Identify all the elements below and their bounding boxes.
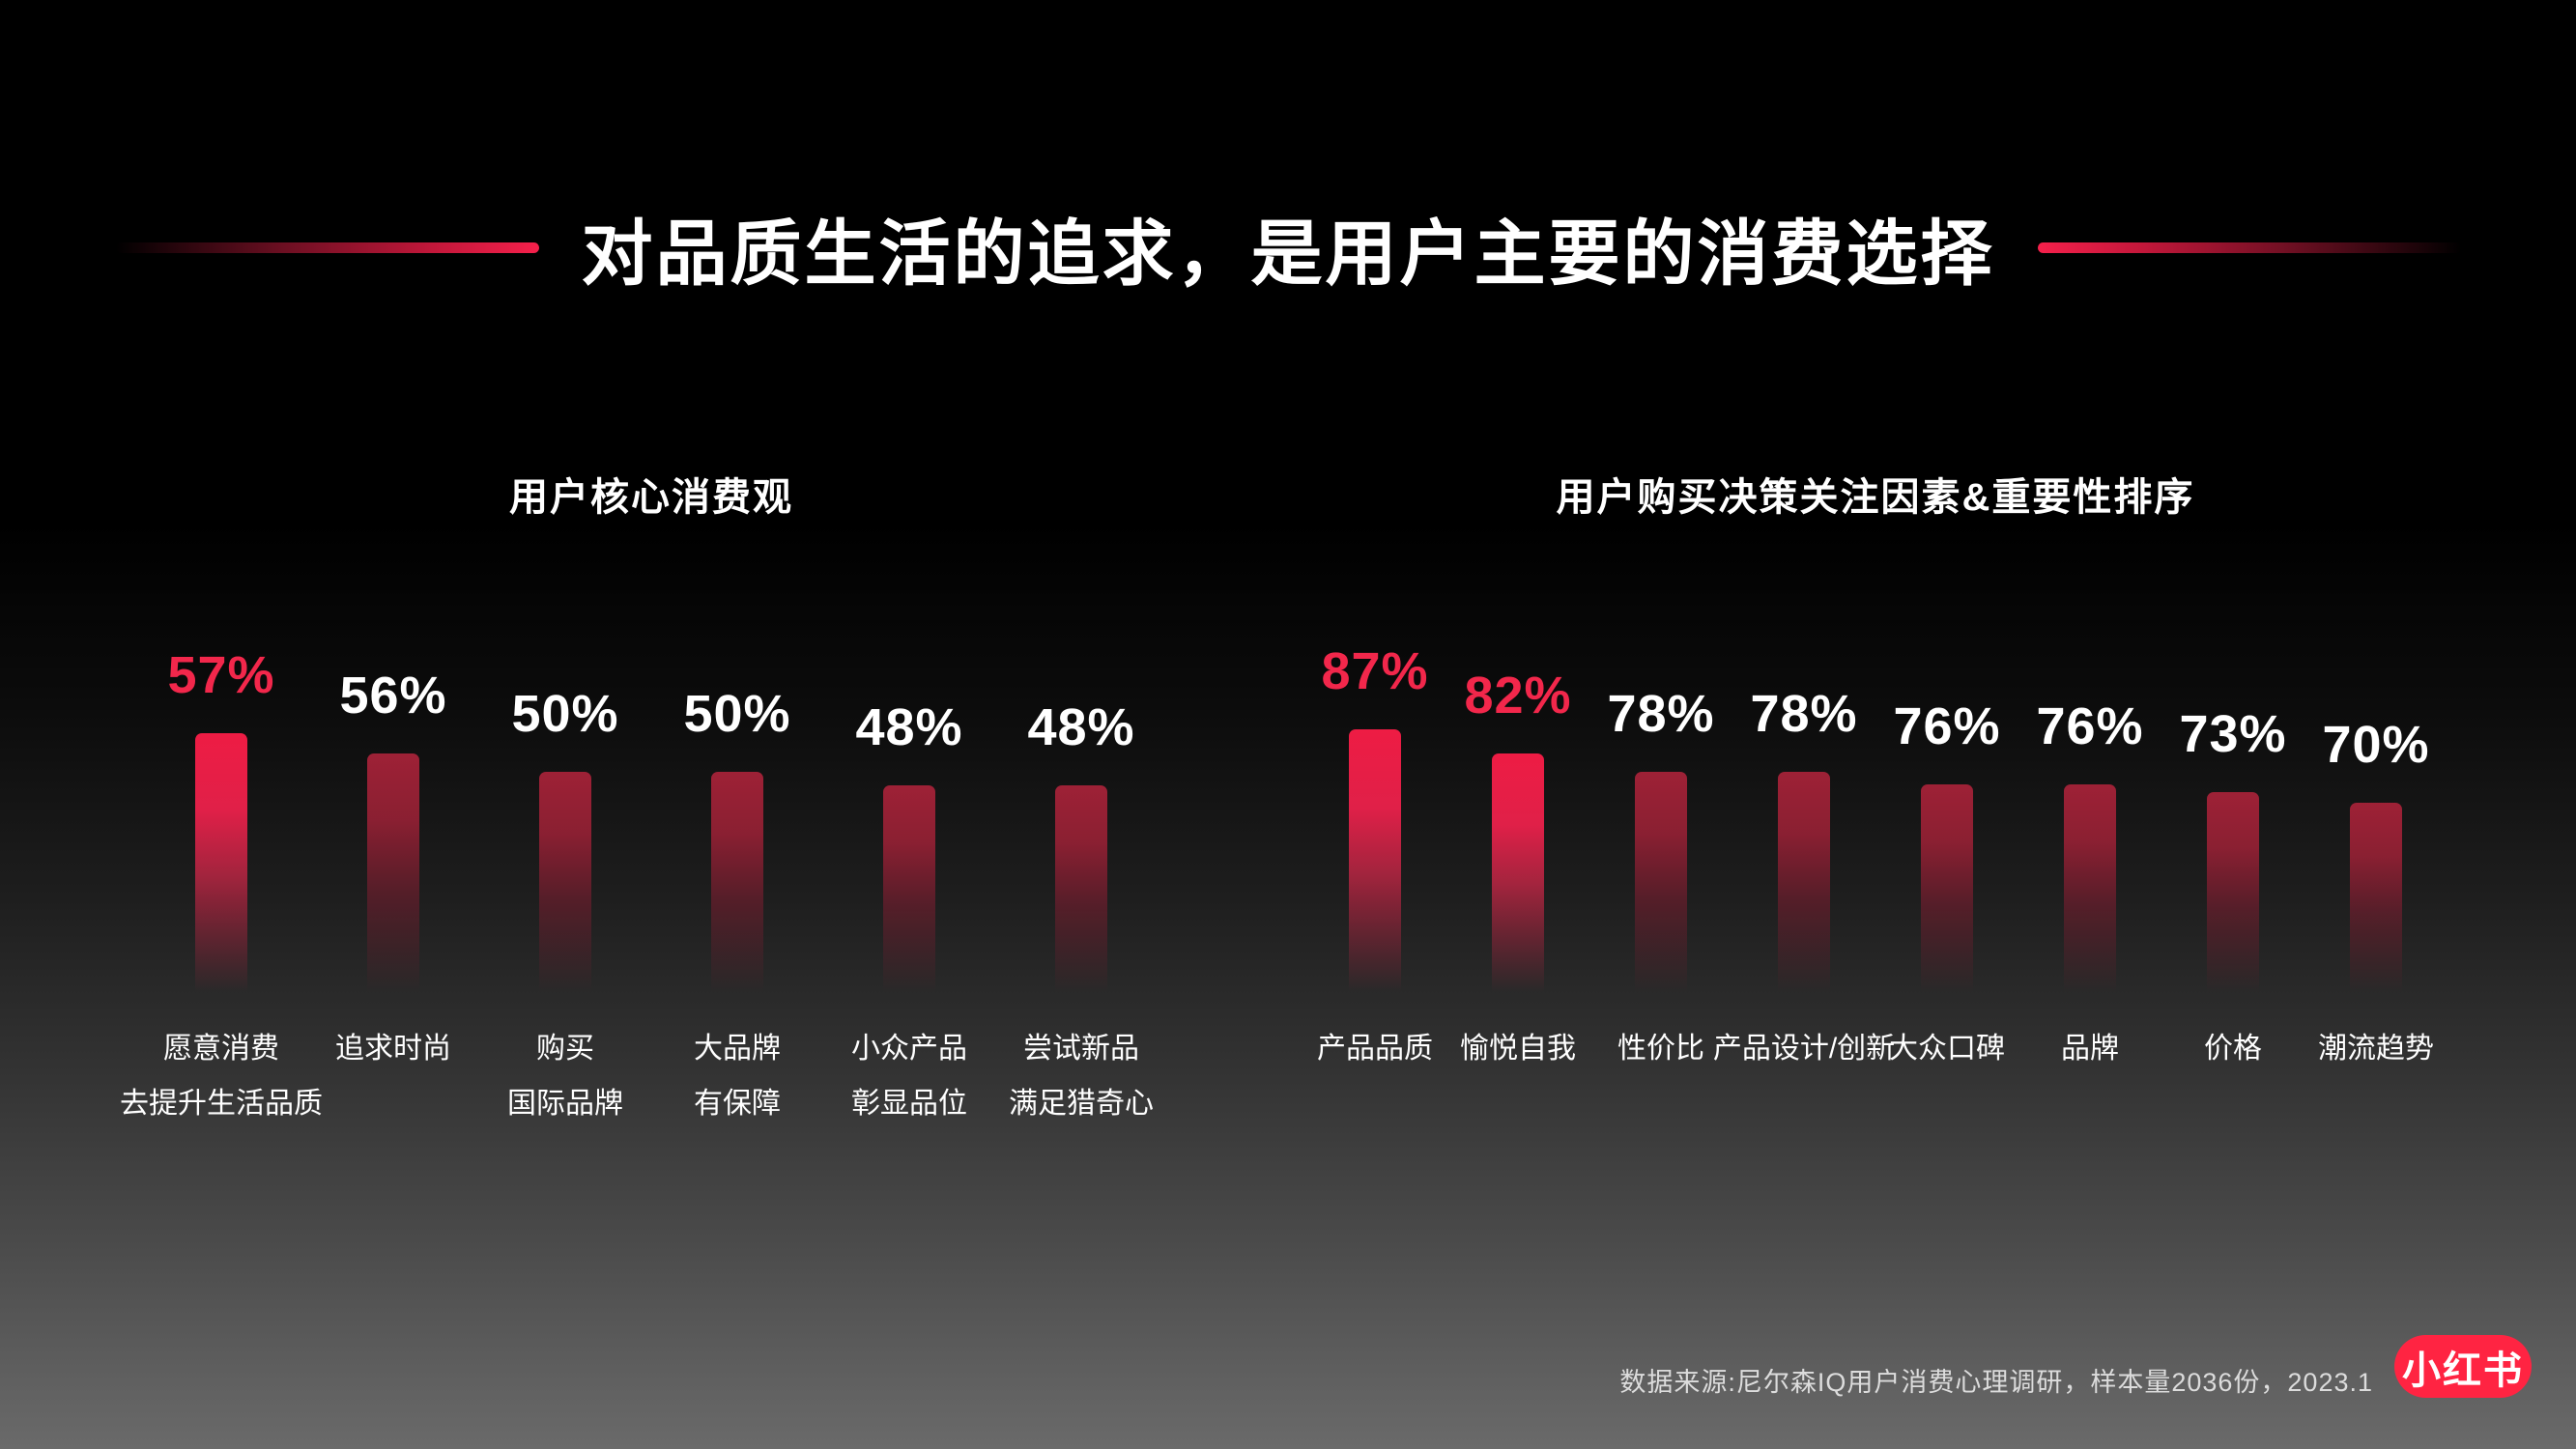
bar-stack: 76% — [1893, 630, 2000, 992]
bar-stack: 82% — [1464, 630, 1571, 992]
percent-label: 50% — [683, 684, 791, 743]
chart-purchase-factors: 用户购买决策关注因素&重要性排序 87% 产品品质 82% 愉悦自我 78% 性价比 78%… — [1303, 466, 2447, 1065]
bar-column: 82% 愉悦自我 — [1446, 630, 1589, 1076]
bar-column: 57% 愿意消费 去提升生活品质 — [120, 630, 323, 1131]
percent-label: 56% — [339, 666, 447, 724]
bar — [1778, 772, 1830, 992]
category-label: 品牌 — [2061, 1033, 2119, 1065]
data-source-note: 数据来源:尼尔森IQ用户消费心理调研，样本量2036份，2023.1 — [1619, 1368, 2373, 1397]
bar-stack: 78% — [1750, 630, 1857, 992]
bar — [711, 772, 763, 992]
bar-stack: 70% — [2322, 630, 2429, 992]
page-title: 对品质生活的追求，是用户主要的消费选择 — [581, 213, 1995, 294]
bar — [1921, 784, 1973, 992]
bar — [883, 785, 935, 992]
title-divider-left — [115, 242, 539, 253]
xiaohongshu-logo: 小红书 — [2394, 1335, 2532, 1398]
bar-column: 48% 小众产品 彰显品位 — [823, 630, 995, 1131]
percent-label: 82% — [1464, 666, 1572, 724]
chart-title: 用户核心消费观 — [509, 476, 793, 519]
bar-column: 76% 大众口碑 — [1875, 630, 2018, 1076]
category-label: 愉悦自我 — [1460, 1033, 1576, 1065]
bar — [1492, 753, 1544, 992]
bar — [2064, 784, 2116, 992]
bar-column: 50% 购买 国际品牌 — [479, 630, 651, 1131]
bar-group: 87% 产品品质 82% 愉悦自我 78% 性价比 78% 产品设计/创新 76% 大众口碑 76%… — [1303, 630, 2447, 1076]
title-row: 对品质生活的追求，是用户主要的消费选择 — [0, 189, 2576, 305]
category-label: 大众口碑 — [1889, 1033, 2005, 1065]
bar-column: 70% 潮流趋势 — [2304, 630, 2447, 1076]
category-label: 愿意消费 去提升生活品质 — [120, 1033, 323, 1120]
percent-label: 48% — [1027, 697, 1135, 756]
bar-stack: 50% — [683, 630, 790, 992]
percent-label: 78% — [1750, 684, 1858, 743]
bar — [2350, 803, 2402, 992]
category-label: 追求时尚 — [335, 1033, 451, 1065]
percent-label: 50% — [511, 684, 619, 743]
chart-title: 用户购买决策关注因素&重要性排序 — [1556, 476, 2195, 519]
bar-stack: 50% — [511, 630, 618, 992]
bar-stack: 56% — [339, 630, 446, 992]
bar-column: 73% 价格 — [2161, 630, 2304, 1076]
bar-column: 56% 追求时尚 — [307, 630, 479, 1131]
bar-column: 78% 性价比 — [1589, 630, 1732, 1076]
title-divider-right — [2037, 242, 2461, 253]
footer: 数据来源:尼尔森IQ用户消费心理调研，样本量2036份，2023.1 小红书 — [1619, 1335, 2532, 1398]
bar — [195, 733, 247, 992]
percent-label: 78% — [1607, 684, 1715, 743]
bar-stack: 48% — [855, 630, 962, 992]
bar-column: 50% 大品牌 有保障 — [651, 630, 823, 1131]
percent-label: 87% — [1321, 641, 1429, 700]
bar — [1055, 785, 1107, 992]
category-label: 价格 — [2204, 1033, 2262, 1065]
percent-label: 76% — [2036, 696, 2144, 755]
category-label: 潮流趋势 — [2318, 1033, 2434, 1065]
percent-label: 76% — [1893, 696, 2001, 755]
percent-label: 70% — [2322, 715, 2430, 774]
category-label: 产品品质 — [1317, 1033, 1433, 1065]
bar — [2207, 792, 2259, 992]
bar-stack: 48% — [1027, 630, 1134, 992]
bar-column: 76% 品牌 — [2018, 630, 2161, 1076]
bar-column: 48% 尝试新品 满足猎奇心 — [995, 630, 1167, 1131]
bar — [1349, 729, 1401, 992]
percent-label: 73% — [2179, 704, 2287, 763]
category-label: 大品牌 有保障 — [694, 1033, 781, 1120]
bar-column: 78% 产品设计/创新 — [1713, 630, 1895, 1076]
bar-stack: 78% — [1607, 630, 1714, 992]
bar-column: 87% 产品品质 — [1303, 630, 1446, 1076]
chart-core-consumption: 用户核心消费观 57% 愿意消费 去提升生活品质 56% 追求时尚 50% 购买 国际品牌 50… — [120, 466, 1167, 1120]
category-label: 小众产品 彰显品位 — [851, 1033, 967, 1120]
category-label: 产品设计/创新 — [1712, 1033, 1896, 1065]
percent-label: 48% — [855, 697, 963, 756]
bar — [539, 772, 591, 992]
bar-stack: 76% — [2036, 630, 2143, 992]
category-label: 购买 国际品牌 — [507, 1033, 623, 1120]
bar — [367, 753, 419, 992]
bar-stack: 57% — [167, 630, 274, 992]
bar-stack: 87% — [1321, 630, 1428, 992]
category-label: 尝试新品 满足猎奇心 — [1009, 1033, 1154, 1120]
percent-label: 57% — [167, 645, 275, 704]
category-label: 性价比 — [1617, 1033, 1704, 1065]
bar-stack: 73% — [2179, 630, 2286, 992]
bar-group: 57% 愿意消费 去提升生活品质 56% 追求时尚 50% 购买 国际品牌 50% 大品牌 有保障 4… — [120, 630, 1167, 1131]
bar — [1635, 772, 1687, 992]
